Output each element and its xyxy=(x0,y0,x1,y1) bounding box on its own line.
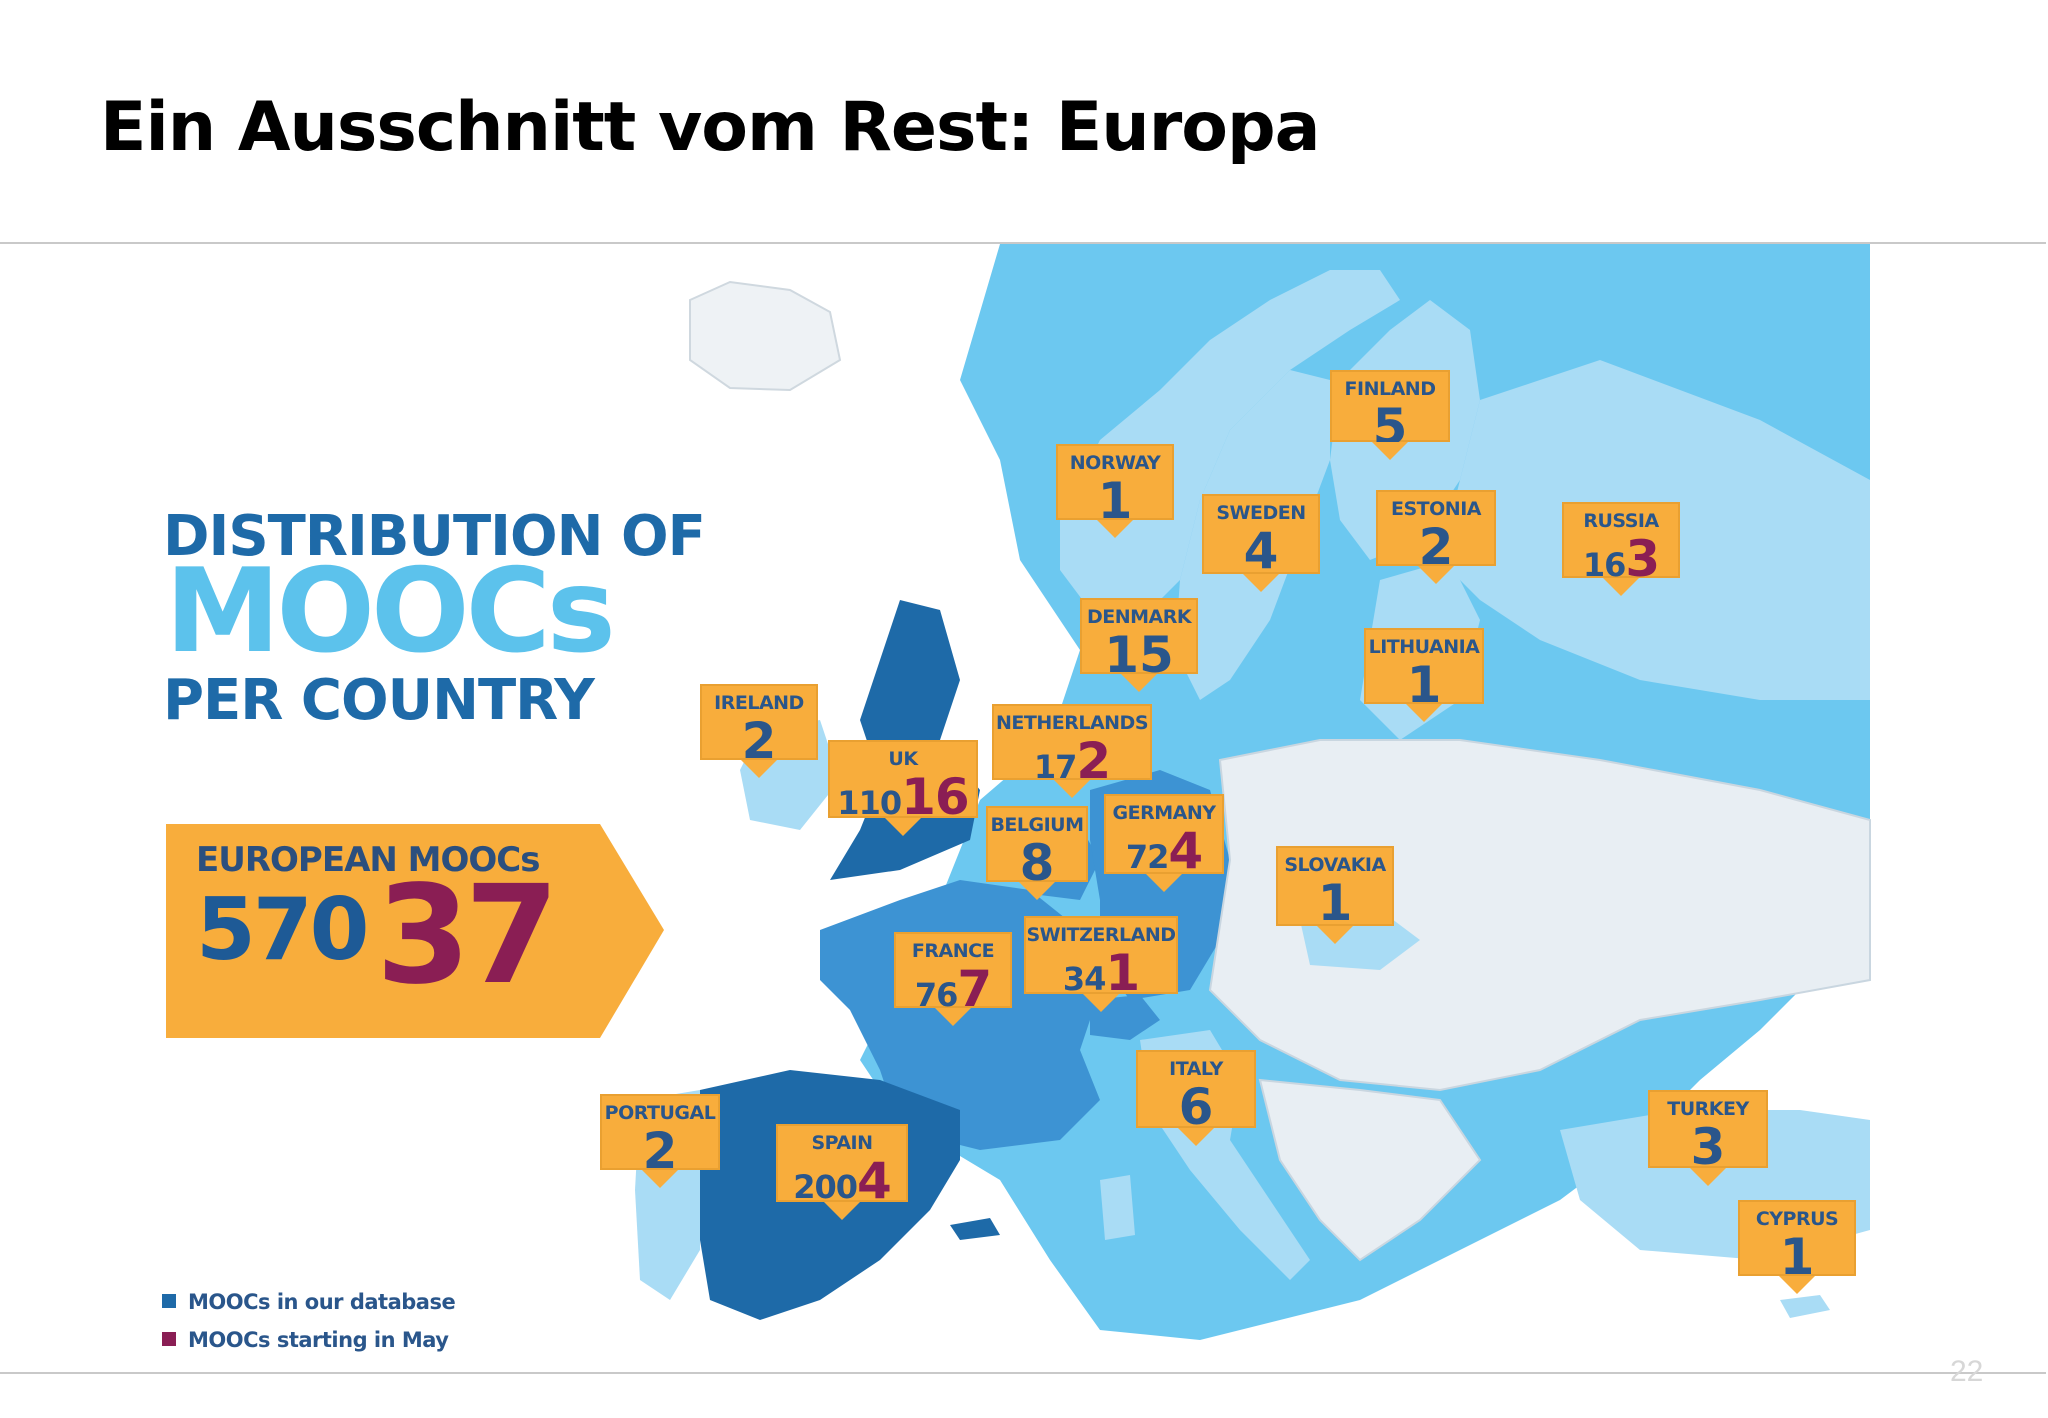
value-in-database: 17 xyxy=(1033,748,1078,786)
legend-item-may: MOOCs starting in May xyxy=(162,1328,449,1352)
country-tag-denmark: DENMARK 15 xyxy=(1080,598,1198,692)
country-tag-cyprus: CYPRUS 1 xyxy=(1738,1200,1856,1294)
country-value: 5 xyxy=(1372,398,1408,456)
country-tag-lithuania: LITHUANIA 1 xyxy=(1364,628,1484,722)
country-name: FRANCE xyxy=(911,940,995,962)
country-name: RUSSIA xyxy=(1583,510,1659,532)
country-tag-belgium: BELGIUM 8 xyxy=(986,806,1088,900)
country-name: CYPRUS xyxy=(1755,1208,1839,1230)
country-value: 15 xyxy=(1104,626,1174,684)
slide-title: Ein Ausschnitt vom Rest: Europa xyxy=(100,88,1321,167)
legend-swatch xyxy=(162,1332,176,1346)
country-value: 8 xyxy=(1019,834,1055,892)
country-tag-estonia: ESTONIA 2 xyxy=(1376,490,1496,584)
country-value: 1 xyxy=(1779,1228,1815,1286)
country-tag-switzerland: SWITZERLAND 341 xyxy=(1024,916,1178,1012)
country-tag-germany: GERMANY 724 xyxy=(1104,794,1224,892)
value-starting-in-may: 3 xyxy=(1625,530,1660,588)
country-name: IRELAND xyxy=(714,692,804,714)
norway xyxy=(1060,270,1400,620)
country-name: NETHERLANDS xyxy=(995,712,1149,734)
total-banner-shape xyxy=(166,824,664,1038)
country-name: DENMARK xyxy=(1086,606,1192,628)
value-starting-in-may: 4 xyxy=(857,1152,892,1210)
country-tag-sweden: SWEDEN 4 xyxy=(1202,494,1320,592)
country-tag-russia: RUSSIA 163 xyxy=(1562,502,1680,596)
country-tag-slovakia: SLOVAKIA 1 xyxy=(1276,846,1394,944)
total-starting-in-may: 37 xyxy=(376,857,559,1015)
value-starting-in-may: 16 xyxy=(901,768,970,826)
value-starting-in-may: 7 xyxy=(957,960,992,1018)
total-label: EUROPEAN MOOCs xyxy=(196,840,540,880)
country-name: SPAIN xyxy=(811,1132,873,1154)
country-tag-finland: FINLAND 5 xyxy=(1330,370,1450,460)
country-value: 3 xyxy=(1690,1118,1726,1176)
headline-per-country: PER COUNTRY xyxy=(163,668,595,733)
country-name: GERMANY xyxy=(1112,802,1216,824)
legend-item-database: MOOCs in our database xyxy=(162,1290,456,1314)
country-value: 2 xyxy=(642,1122,678,1180)
country-tag-uk: UK 11016 xyxy=(828,740,978,836)
country-name: BELGIUM xyxy=(990,814,1084,836)
country-value: 2 xyxy=(741,712,777,770)
value-in-database: 76 xyxy=(914,976,959,1014)
value-starting-in-may: 2 xyxy=(1076,732,1111,790)
page-number: 22 xyxy=(1950,1355,1984,1388)
country-name: TURKEY xyxy=(1667,1098,1749,1120)
country-name: PORTUGAL xyxy=(604,1102,716,1124)
country-name: LITHUANIA xyxy=(1368,636,1480,658)
value-in-database: 16 xyxy=(1582,546,1627,584)
country-name: SWEDEN xyxy=(1216,502,1306,524)
country-tag-spain: SPAIN 2004 xyxy=(776,1124,908,1220)
country-value: 1 xyxy=(1097,472,1133,530)
cyprus xyxy=(1780,1295,1830,1318)
country-name: ESTONIA xyxy=(1391,498,1481,520)
country-value: 1 xyxy=(1406,656,1442,714)
legend-swatch xyxy=(162,1294,176,1308)
country-tag-norway: NORWAY 1 xyxy=(1056,444,1174,538)
legend-label: MOOCs in our database xyxy=(188,1290,456,1314)
value-starting-in-may: 1 xyxy=(1105,944,1140,1002)
country-tag-france: FRANCE 767 xyxy=(894,932,1012,1026)
legend-label: MOOCs starting in May xyxy=(188,1328,449,1352)
country-tag-netherlands: NETHERLANDS 172 xyxy=(992,704,1152,798)
value-in-database: 110 xyxy=(837,784,902,822)
value-in-database: 72 xyxy=(1125,838,1170,876)
country-tag-turkey: TURKEY 3 xyxy=(1648,1090,1768,1186)
eastern-europe xyxy=(1208,739,1871,1092)
value-in-database: 34 xyxy=(1062,960,1107,998)
total-in-database: 570 xyxy=(196,880,370,980)
headline-moocs: MOOCs xyxy=(165,544,616,679)
balearic-islands xyxy=(950,1218,1000,1240)
country-value: 4 xyxy=(1243,522,1279,580)
country-name: FINLAND xyxy=(1344,378,1436,400)
country-name: NORWAY xyxy=(1069,452,1161,474)
country-value: 6 xyxy=(1178,1078,1214,1136)
iceland xyxy=(689,280,842,392)
value-starting-in-may: 4 xyxy=(1168,822,1203,880)
country-name: ITALY xyxy=(1169,1058,1223,1080)
headline-distribution-of: DISTRIBUTION OF xyxy=(163,504,706,569)
country-tag-portugal: PORTUGAL 2 xyxy=(600,1094,720,1188)
balkans xyxy=(1258,1078,1482,1262)
country-name: UK xyxy=(888,748,918,770)
country-name: SLOVAKIA xyxy=(1284,854,1386,876)
country-tag-italy: ITALY 6 xyxy=(1136,1050,1256,1146)
value-in-database: 200 xyxy=(793,1168,858,1206)
sardinia xyxy=(1100,1175,1135,1240)
country-name: SWITZERLAND xyxy=(1026,924,1176,946)
country-tag-ireland: IRELAND 2 xyxy=(700,684,818,778)
country-value: 2 xyxy=(1418,518,1454,576)
country-value: 1 xyxy=(1317,874,1353,932)
